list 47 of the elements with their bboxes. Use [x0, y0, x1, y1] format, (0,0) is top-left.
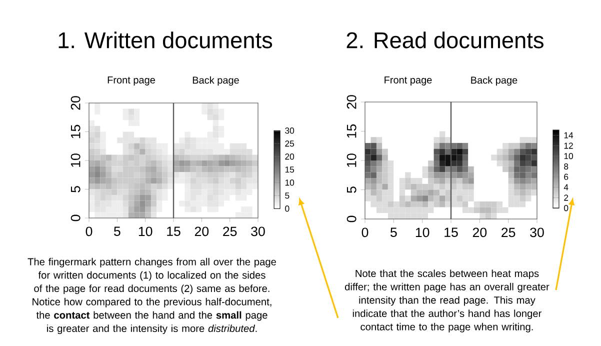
text: Back page	[471, 76, 518, 86]
x-tick-label: 0	[362, 228, 368, 238]
color-bar-label: 10	[285, 180, 294, 186]
color-bar-label: 0	[564, 205, 568, 212]
x-tick-label: 20	[194, 226, 209, 236]
x-tick-label: 5	[390, 228, 397, 237]
color-bar-label: 6	[564, 174, 568, 180]
x-tick-label: 0	[86, 226, 92, 236]
x-tick-label: 20	[472, 228, 487, 238]
color-bar-label: 30	[285, 128, 294, 134]
y-tick-label: 5	[70, 186, 80, 192]
color-bar-label: 8	[564, 163, 568, 170]
x-tick-label: 25	[502, 228, 516, 238]
y-tick-label: 15	[346, 124, 356, 138]
color-bar-label: 15	[285, 166, 294, 173]
x-tick-label: 15	[167, 226, 180, 236]
text: Back page	[192, 76, 239, 86]
chart-title: 2. Read documents	[346, 32, 544, 48]
color-bar-label: 20	[285, 154, 294, 160]
color-bar-label: 25	[285, 140, 294, 147]
color-bar-label: 12	[564, 142, 573, 149]
x-tick-label: 5	[114, 226, 120, 236]
chart-title: 1. Written documents	[58, 32, 272, 48]
x-tick-label: 30	[251, 226, 265, 236]
color-bar-label: 2	[564, 194, 568, 201]
color-bar-label: 10	[564, 153, 573, 160]
text: Note that the scales between heat maps differ; the written page has an overall greater intensity than the read page. This may indicate that the author’s hand has longer contact time to the page when writing.	[344, 270, 550, 332]
y-tick-label: 0	[346, 216, 356, 222]
text: Front page	[384, 76, 432, 86]
x-tick-label: 10	[138, 226, 152, 236]
text: The fingermark pattern changes from all over the page for written documents (1) to localized on the sides of the page for read documents (2) same as before. Notice how compared to the previous half-document, the contact between the hand and the small page is greater and the intensity is more distributed.	[28, 258, 276, 334]
color-bar-label: 4	[564, 184, 568, 190]
y-tick-label: 20	[346, 95, 356, 109]
color-bar-label: 14	[564, 132, 574, 138]
color-bar-label: 0	[285, 206, 290, 212]
y-tick-label: 5	[346, 186, 356, 193]
color-bar-label: 5	[285, 192, 290, 199]
y-tick-label: 20	[70, 96, 80, 110]
x-tick-label: 30	[530, 228, 544, 238]
text: Front page	[108, 76, 155, 86]
x-tick-label: 10	[416, 228, 430, 238]
y-tick-label: 10	[346, 154, 356, 167]
x-tick-label: 15	[444, 228, 458, 237]
y-tick-label: 10	[70, 154, 80, 167]
y-tick-label: 0	[70, 214, 80, 222]
y-tick-label: 15	[70, 124, 80, 138]
x-tick-label: 25	[223, 226, 237, 236]
